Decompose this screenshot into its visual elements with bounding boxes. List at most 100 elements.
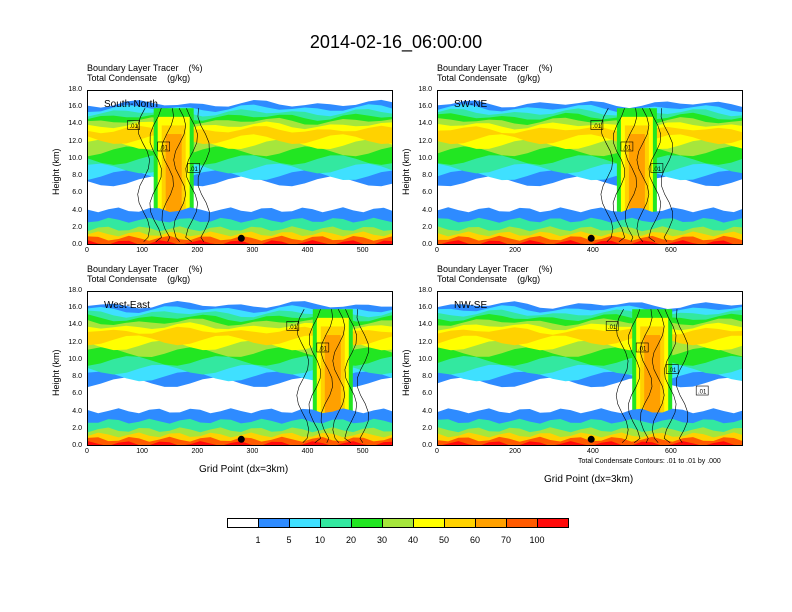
colorbar-label: 20 <box>345 535 356 545</box>
boundary-layer-band <box>442 441 738 445</box>
y-tick-label: 6.0 <box>72 390 82 398</box>
y-tick-label: 6.0 <box>72 189 82 197</box>
colorbar-swatch <box>506 518 538 528</box>
y-tick-label: 2.0 <box>422 223 432 231</box>
colorbar-label: 100 <box>529 535 545 545</box>
y-tick-label: 16.0 <box>68 103 82 111</box>
y-tick-label: 4.0 <box>422 407 432 415</box>
panel-title-text: Total Condensate <box>87 274 158 284</box>
panel-title-text: Total Condensate <box>437 274 508 284</box>
x-tick-label: 300 <box>246 448 259 455</box>
contour-line <box>651 309 665 443</box>
contour-label: .01 <box>635 342 649 352</box>
field-layer <box>438 126 742 145</box>
x-tick-label: 600 <box>665 247 677 254</box>
panel-nw-se: .01 .01 .01 .01 NW-SE <box>437 291 743 446</box>
panel-title-unit: (%) <box>538 264 553 274</box>
colorbar-swatch <box>351 518 383 528</box>
x-axis-label-right: Grid Point (dx=3km) <box>544 474 634 485</box>
x-tick-label: 0 <box>435 448 439 455</box>
contour-label: .01 <box>665 364 679 374</box>
colorbar-label: 60 <box>469 535 480 545</box>
panel-west-east: .01 .01 West-East <box>87 291 393 446</box>
y-tick-label: 6.0 <box>422 189 432 197</box>
x-tick-label: 200 <box>191 247 204 254</box>
colorbar-swatch <box>537 518 569 528</box>
contour-line <box>628 309 641 443</box>
y-tick-label: 4.0 <box>72 206 82 214</box>
y-tick-label: 8.0 <box>72 172 82 180</box>
panel-title-line2: Total Condensate (g/kg) <box>437 274 540 284</box>
x-tick-label: 500 <box>356 247 369 254</box>
colorbar-label: 5 <box>286 535 292 545</box>
contour-line <box>600 108 614 242</box>
panel-title-text: Boundary Layer Tracer <box>87 63 179 73</box>
panel-title-text: Boundary Layer Tracer <box>87 264 179 274</box>
svg-text:.01: .01 <box>623 145 632 151</box>
panel-title-line1: Boundary Layer Tracer (%) <box>87 264 203 274</box>
x-tick-label: 400 <box>587 247 599 254</box>
contour-line <box>639 309 653 443</box>
y-tick-label: 6.0 <box>422 390 432 398</box>
contour-line <box>344 309 358 443</box>
y-tick-label: 2.0 <box>422 424 432 432</box>
location-marker <box>587 435 595 443</box>
y-tick-label: 12.0 <box>68 338 82 346</box>
contour-line <box>161 108 174 242</box>
x-tick-label: 400 <box>301 247 314 254</box>
colorbar-label: 30 <box>376 535 387 545</box>
svg-text:.01: .01 <box>668 368 677 374</box>
contour-line <box>356 309 369 443</box>
x-tick-label: 0 <box>435 247 439 254</box>
svg-text:.01: .01 <box>653 167 662 173</box>
heatmap-plot: .01 .01 <box>88 301 392 445</box>
panel-title-unit: (g/kg) <box>167 274 191 284</box>
panel-title-text: Boundary Layer Tracer <box>437 63 529 73</box>
svg-text:.01: .01 <box>698 390 707 396</box>
panel-title-text: Total Condensate <box>87 73 158 83</box>
x-tick-label: 200 <box>509 247 521 254</box>
contour-line <box>624 108 638 242</box>
svg-text:.01: .01 <box>190 167 199 173</box>
y-tick-label: 0.0 <box>72 442 82 449</box>
contour-line <box>137 108 151 242</box>
panel-title-text: Boundary Layer Tracer <box>437 264 529 274</box>
y-tick-label: 2.0 <box>72 424 82 432</box>
svg-text:.01: .01 <box>638 346 647 352</box>
panel-label: West-East <box>104 300 150 311</box>
panel-title-text: Total Condensate <box>437 73 508 83</box>
y-tick-label: 18.0 <box>68 287 82 294</box>
location-marker <box>237 234 245 242</box>
contour-label: .01 <box>695 385 709 396</box>
y-axis-label: Height (km) <box>51 148 61 195</box>
contour-label: .01 <box>620 141 634 151</box>
y-tick-label: 8.0 <box>422 172 432 180</box>
contour-label: .01 <box>286 321 300 331</box>
y-tick-label: 0.0 <box>72 241 82 248</box>
y-tick-label: 18.0 <box>418 86 432 93</box>
contour-line <box>308 309 321 443</box>
panel-title-line2: Total Condensate (g/kg) <box>87 274 190 284</box>
svg-text:.01: .01 <box>160 145 169 151</box>
figure-title: 2014-02-16_06:00:00 <box>309 32 483 52</box>
y-tick-label: 12.0 <box>418 137 432 145</box>
contour-line <box>296 309 310 443</box>
y-axis-label: Height (km) <box>51 349 61 396</box>
panel-label: SW-NE <box>454 99 488 110</box>
boundary-layer-band <box>438 235 742 244</box>
contour-line <box>173 108 187 242</box>
contour-line <box>149 108 162 242</box>
y-tick-label: 10.0 <box>418 355 432 363</box>
contour-label: .01 <box>127 120 140 130</box>
colorbar-swatch <box>320 518 352 528</box>
x-tick-label: 400 <box>301 448 314 455</box>
x-axis-label-left: Grid Point (dx=3km) <box>199 464 289 475</box>
contour-label: .01 <box>650 163 664 173</box>
colorbar-swatch <box>413 518 445 528</box>
contour-line <box>648 108 662 242</box>
y-tick-label: 10.0 <box>68 154 82 162</box>
y-tick-label: 16.0 <box>418 103 432 111</box>
colorbar-label: 10 <box>314 535 325 545</box>
heatmap-plot: .01 .01 .01 .01 <box>438 301 742 445</box>
contour-label: .01 <box>316 342 330 352</box>
